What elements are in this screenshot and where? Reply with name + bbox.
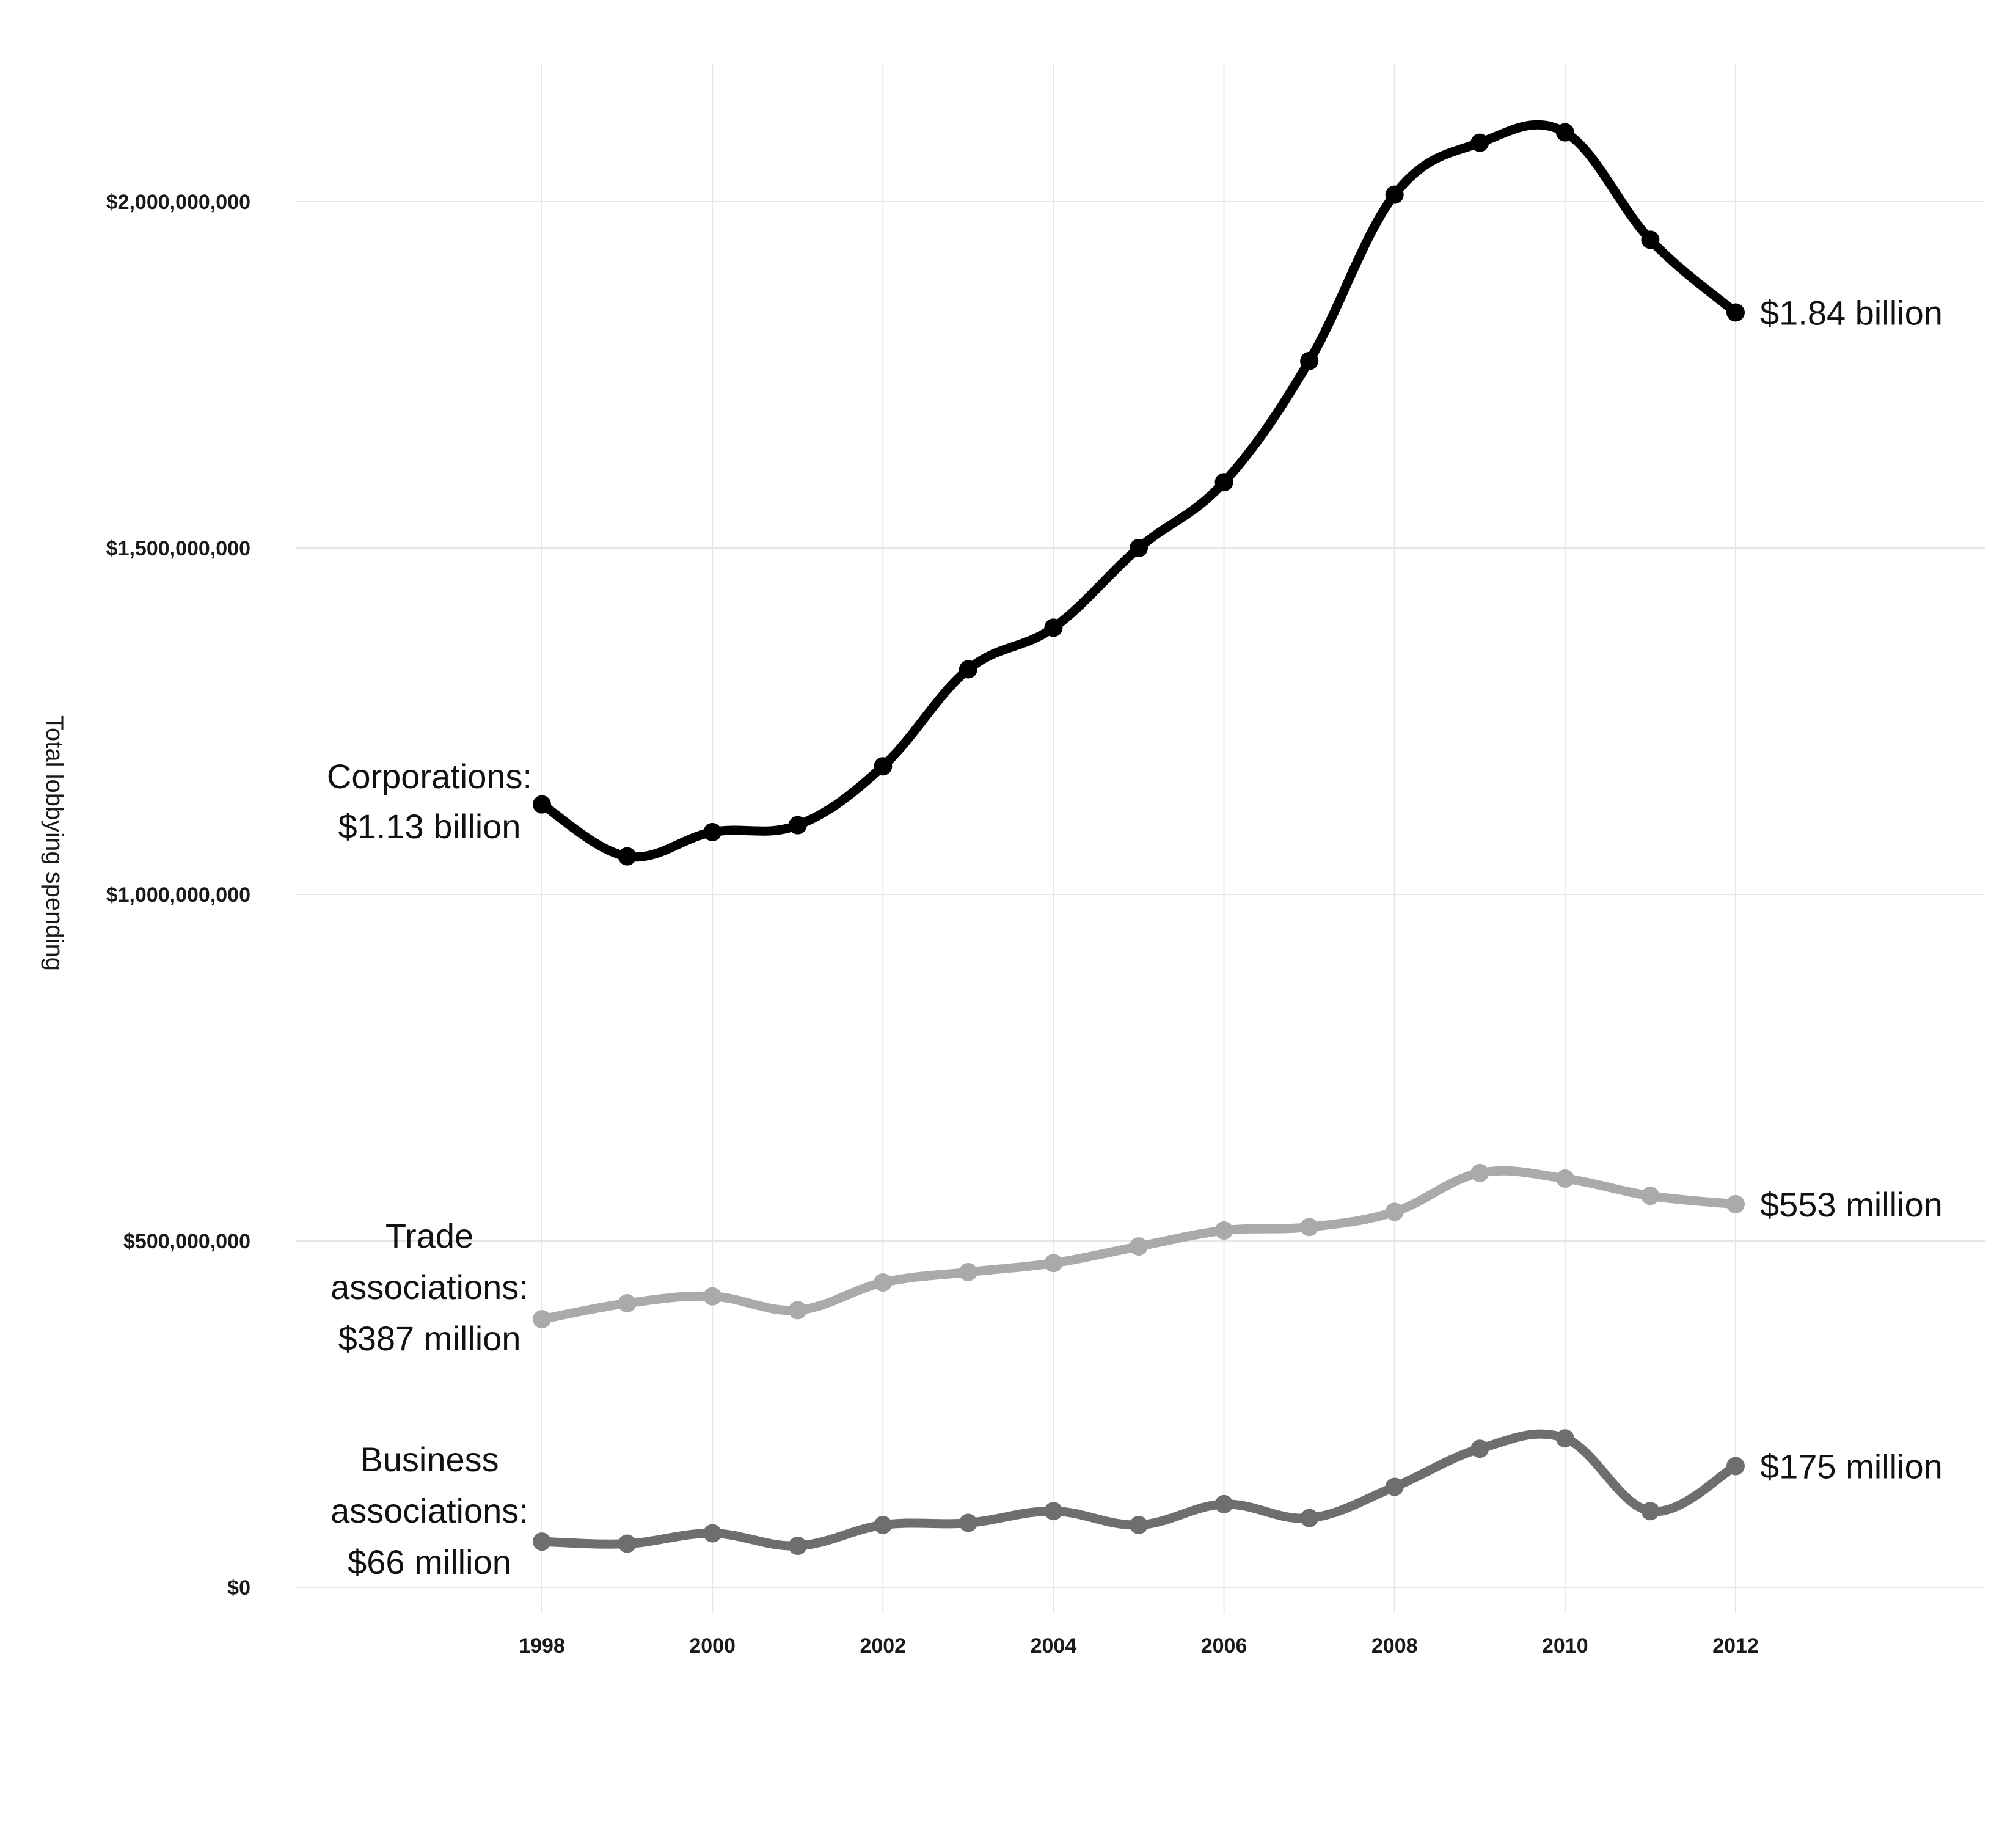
data-point — [703, 1287, 722, 1306]
data-point — [1641, 230, 1660, 249]
y-axis-label: Total lobbying spending — [41, 715, 68, 971]
data-point — [1300, 1218, 1319, 1237]
x-tick-label: 2000 — [689, 1634, 736, 1658]
series-line — [537, 120, 1740, 862]
data-point — [1044, 1502, 1063, 1521]
data-point — [1385, 185, 1404, 204]
data-point — [874, 757, 893, 776]
data-point — [1641, 1187, 1660, 1205]
x-tick-label: 2004 — [1031, 1634, 1077, 1658]
y-axis: $0 $500,000,000 $1,000,000,000 $1,500,000,0… — [106, 191, 250, 1600]
data-point — [1044, 618, 1063, 637]
data-point — [1300, 1509, 1319, 1527]
data-point — [959, 660, 977, 679]
data-point — [959, 1513, 977, 1532]
data-point — [1470, 1163, 1489, 1182]
series-end-label: $1.84 billion — [1760, 293, 1943, 332]
data-point — [788, 1301, 807, 1320]
data-point — [1129, 1237, 1148, 1256]
y-tick-label: $1,500,000,000 — [106, 537, 250, 560]
data-point — [533, 1310, 551, 1329]
data-point — [1555, 123, 1574, 142]
y-tick-label: $1,000,000,000 — [106, 883, 250, 907]
data-point — [1129, 539, 1148, 557]
series-end-label: $553 million — [1760, 1185, 1943, 1224]
data-point — [959, 1263, 977, 1282]
data-point — [533, 1532, 551, 1551]
data-point — [703, 822, 722, 841]
data-point — [533, 795, 551, 814]
y-tick-label: $500,000,000 — [123, 1230, 250, 1253]
series-labels: Corporations: $1.13 billion $1.84 billion T… — [327, 293, 1943, 1581]
data-point — [1470, 133, 1489, 152]
data-point — [1470, 1439, 1489, 1458]
x-tick-label: 2008 — [1371, 1634, 1418, 1658]
data-point — [703, 1524, 722, 1543]
data-point — [618, 1534, 637, 1553]
x-tick-label: 2010 — [1542, 1634, 1588, 1658]
series-start-label: associations: — [331, 1268, 528, 1306]
x-tick-label: 2006 — [1201, 1634, 1247, 1658]
series-lines — [533, 120, 1745, 1555]
x-tick-label: 2002 — [860, 1634, 906, 1658]
data-point — [788, 816, 807, 835]
series-start-label: $66 million — [348, 1543, 511, 1581]
x-axis: 1998 2000 2002 2004 2006 2008 2010 2012 — [519, 1634, 1759, 1658]
series-start-label: $387 million — [338, 1319, 521, 1358]
series-start-label: associations: — [331, 1491, 528, 1530]
series-start-label: Trade — [385, 1216, 473, 1255]
series-2 — [533, 1429, 1745, 1555]
data-point — [1726, 1194, 1745, 1213]
data-point — [1555, 1429, 1574, 1448]
x-tick-label: 2012 — [1712, 1634, 1759, 1658]
data-point — [1726, 1457, 1745, 1476]
series-end-label: $175 million — [1760, 1447, 1943, 1486]
data-point — [1726, 303, 1745, 322]
y-tick-label: $0 — [227, 1576, 250, 1600]
series-start-label: Corporations: — [327, 757, 532, 795]
x-tick-label: 1998 — [519, 1634, 565, 1658]
data-point — [1214, 1494, 1233, 1513]
series-0 — [533, 120, 1745, 866]
series-start-label: Business — [360, 1440, 499, 1479]
data-point — [618, 1294, 637, 1313]
data-point — [1555, 1169, 1574, 1188]
data-point — [1214, 1221, 1233, 1240]
y-tick-label: $2,000,000,000 — [106, 191, 250, 214]
data-point — [1385, 1477, 1404, 1496]
data-point — [874, 1273, 893, 1292]
data-point — [1300, 351, 1319, 370]
data-point — [788, 1536, 807, 1555]
series-start-label: $1.13 billion — [338, 807, 521, 846]
data-point — [1385, 1202, 1404, 1221]
data-point — [1044, 1254, 1063, 1273]
data-point — [1641, 1502, 1660, 1521]
data-point — [1214, 473, 1233, 492]
data-point — [874, 1515, 893, 1534]
gridlines — [296, 64, 1985, 1613]
data-point — [1129, 1515, 1148, 1534]
data-point — [618, 847, 637, 866]
series-1 — [533, 1163, 1745, 1329]
